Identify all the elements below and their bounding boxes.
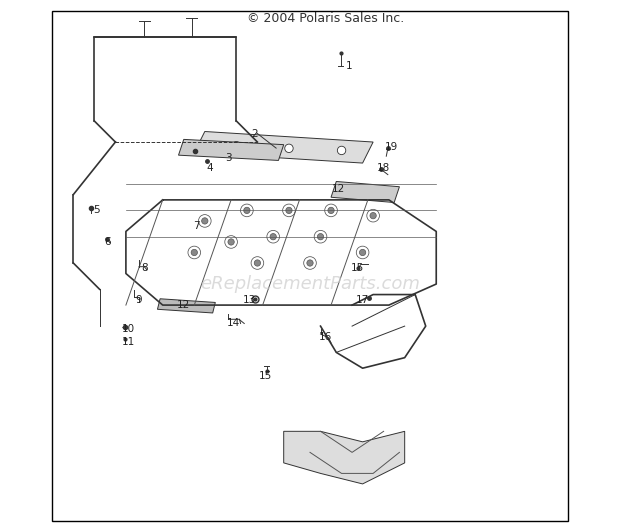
- Text: 11: 11: [122, 337, 135, 347]
- Text: 17: 17: [356, 295, 370, 305]
- Text: 7: 7: [193, 221, 200, 231]
- Circle shape: [228, 239, 234, 245]
- Circle shape: [328, 207, 334, 214]
- Circle shape: [232, 141, 241, 150]
- Circle shape: [202, 218, 208, 224]
- Text: 12: 12: [332, 184, 345, 195]
- Circle shape: [317, 234, 324, 240]
- Text: 15: 15: [259, 371, 272, 381]
- Text: 9: 9: [136, 295, 143, 305]
- Polygon shape: [331, 181, 399, 203]
- Text: 10: 10: [122, 323, 135, 334]
- Circle shape: [270, 234, 277, 240]
- Text: 14: 14: [227, 318, 241, 329]
- Text: 19: 19: [385, 142, 398, 153]
- Circle shape: [244, 207, 250, 214]
- Text: 4: 4: [206, 163, 213, 174]
- Text: 18: 18: [377, 163, 390, 174]
- Circle shape: [285, 144, 293, 153]
- Polygon shape: [179, 139, 284, 160]
- Text: 3: 3: [225, 153, 232, 163]
- Polygon shape: [284, 431, 405, 484]
- Text: © 2004 Polaris Sales Inc.: © 2004 Polaris Sales Inc.: [247, 12, 404, 25]
- Text: 6: 6: [104, 237, 111, 247]
- Circle shape: [370, 213, 376, 219]
- Text: 8: 8: [141, 263, 148, 274]
- Text: 5: 5: [94, 205, 100, 216]
- Circle shape: [286, 207, 292, 214]
- Text: 1: 1: [346, 60, 353, 71]
- Text: eReplacementParts.com: eReplacementParts.com: [200, 275, 420, 293]
- Text: 2: 2: [252, 129, 258, 139]
- Circle shape: [191, 249, 197, 256]
- Circle shape: [337, 146, 346, 155]
- Circle shape: [307, 260, 313, 266]
- Text: 16: 16: [319, 331, 332, 342]
- Circle shape: [254, 260, 260, 266]
- Polygon shape: [157, 299, 215, 313]
- Polygon shape: [194, 132, 373, 163]
- Text: 13: 13: [243, 295, 256, 305]
- Text: 12: 12: [177, 300, 190, 310]
- Text: 15: 15: [351, 263, 364, 274]
- Circle shape: [360, 249, 366, 256]
